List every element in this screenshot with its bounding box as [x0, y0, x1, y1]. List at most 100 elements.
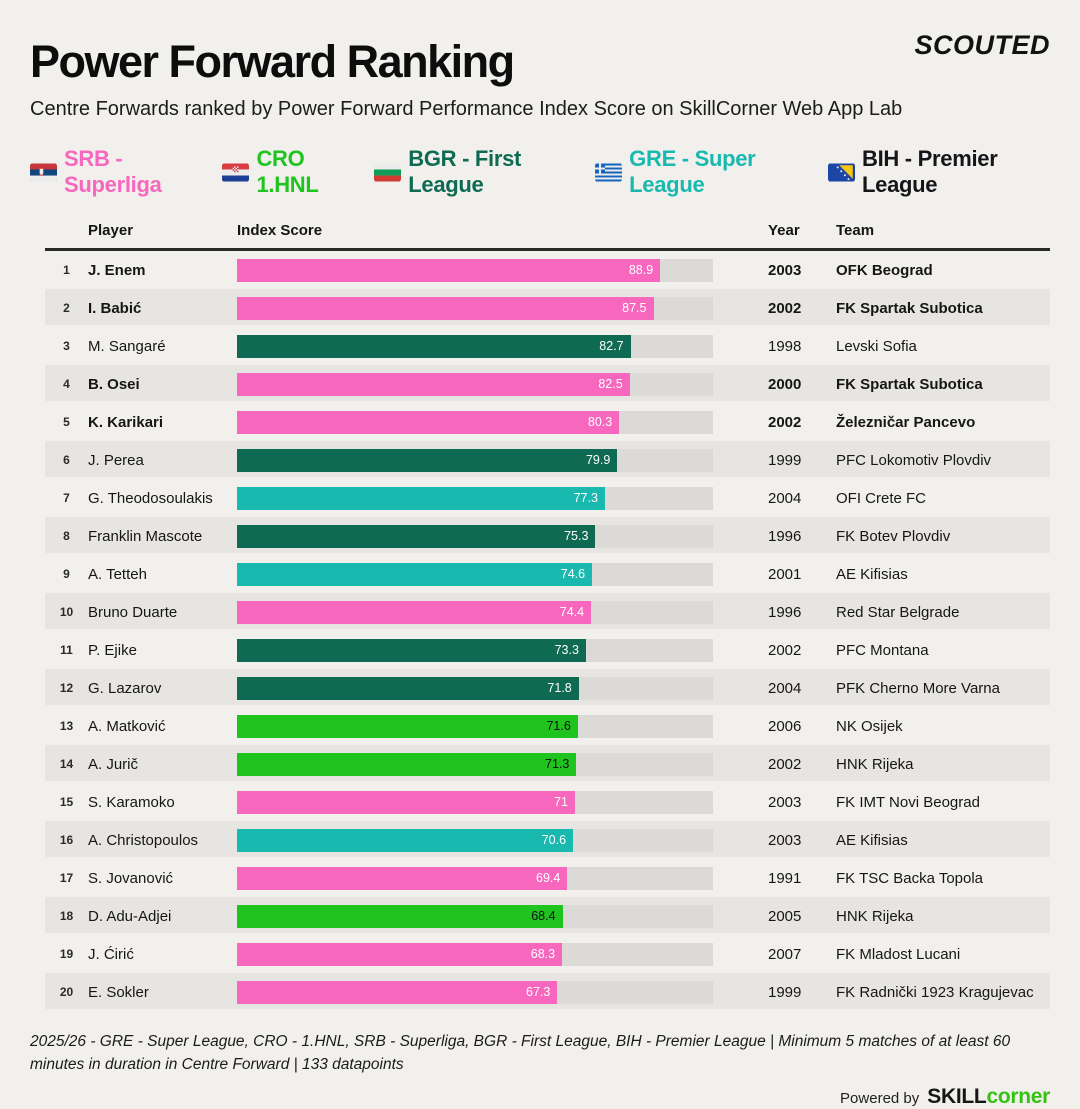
rank: 7: [63, 491, 70, 506]
skillcorner-logo-skill: SKILL: [927, 1085, 987, 1109]
score-value: 87.5: [622, 301, 647, 316]
player-name: J. Enem: [88, 261, 146, 279]
player-name: G. Lazarov: [88, 679, 162, 697]
score-bar-track: 71.3: [237, 752, 713, 776]
page-subtitle: Centre Forwards ranked by Power Forward …: [30, 98, 903, 121]
legend-label: BIH - Premier League: [862, 146, 998, 198]
player-name: S. Karamoko: [88, 793, 175, 811]
player-name: J. Perea: [88, 451, 144, 469]
team: FK Spartak Subotica: [836, 375, 983, 393]
team: FK Spartak Subotica: [836, 299, 983, 317]
rank: 16: [59, 833, 74, 848]
team: FK Radnički 1923 Kragujevac: [836, 983, 1034, 1001]
table-row: 2 I. Babić 87.5 2002 FK Spartak Subotica: [45, 289, 1050, 328]
rank: 10: [59, 605, 74, 620]
team: FK IMT Novi Beograd: [836, 793, 980, 811]
year: 1999: [768, 983, 802, 1001]
year: 2001: [768, 565, 802, 583]
team: Železničar Pancevo: [836, 413, 976, 431]
score-value: 80.3: [587, 415, 613, 430]
year: 2004: [768, 489, 802, 507]
table-header: Player Index Score Year Team: [45, 222, 1050, 252]
score-bar: 77.3: [237, 486, 605, 510]
rank: 5: [63, 415, 70, 430]
score-bar: 71.6: [237, 714, 578, 738]
legend-label: CRO 1.HNL: [256, 146, 319, 198]
score-bar: 88.9: [237, 258, 661, 282]
column-header-index-score: Index Score: [237, 222, 323, 240]
year: 2004: [768, 679, 802, 697]
scouted-logo: SCOUTED: [914, 30, 1050, 60]
legend-label: BGR - First League: [408, 146, 522, 198]
rank: 17: [59, 871, 74, 886]
score-value: 88.9: [628, 263, 654, 278]
rank: 20: [59, 985, 74, 1000]
rank: 11: [60, 643, 73, 658]
table-row: 15 S. Karamoko 71 2003 FK IMT Novi Beogr…: [45, 783, 1050, 821]
score-value: 74.6: [560, 567, 586, 582]
rank: 12: [59, 681, 74, 696]
rank: 2: [63, 301, 70, 316]
table-row: 16 A. Christopoulos 70.6 2003 AE Kifisia…: [45, 821, 1050, 860]
year: 2006: [768, 717, 802, 735]
team: AE Kifisias: [836, 831, 908, 849]
league-legend: SRB - Superliga CRO 1.HNL BGR - First Le…: [30, 146, 1050, 198]
table-row: 12 G. Lazarov 71.8 2004 PFK Cherno More …: [45, 669, 1050, 708]
bulgaria-flag-icon: [374, 163, 402, 182]
score-value: 71.6: [546, 719, 571, 734]
team: HNK Rijeka: [836, 755, 914, 773]
column-header-player: Player: [88, 222, 134, 240]
year: 1996: [768, 603, 802, 621]
score-bar-track: 68.4: [237, 904, 713, 928]
score-value: 79.9: [585, 453, 611, 468]
score-bar-track: 74.4: [237, 600, 713, 624]
rank: 13: [59, 719, 74, 734]
year: 2007: [768, 945, 802, 963]
score-bar: 80.3: [237, 410, 620, 434]
table-row: 19 J. Ćirić 68.3 2007 FK Mladost Lucani: [45, 935, 1050, 973]
player-name: B. Osei: [88, 375, 140, 393]
legend-item: GRE - Super League: [595, 146, 809, 198]
score-bar: 75.3: [237, 524, 596, 548]
score-value: 71: [554, 795, 568, 810]
team: AE Kifisias: [836, 565, 908, 583]
table-row: 3 M. Sangaré 82.7 1998 Levski Sofia: [45, 327, 1050, 365]
rank: 8: [63, 529, 70, 544]
score-bar-track: 73.3: [237, 638, 713, 662]
year: 2003: [768, 793, 802, 811]
score-bar: 71.8: [237, 676, 579, 700]
score-bar: 71: [237, 790, 575, 814]
legend-item: CRO 1.HNL: [222, 146, 355, 198]
score-bar-track: 82.5: [237, 372, 713, 396]
year: 2002: [768, 641, 802, 659]
team: OFI Crete FC: [836, 489, 927, 507]
player-name: A. Tetteh: [88, 565, 147, 583]
team: Levski Sofia: [836, 337, 917, 355]
year: 2002: [768, 413, 802, 431]
player-name: Bruno Duarte: [88, 603, 178, 621]
player-name: G. Theodosoulakis: [88, 489, 213, 507]
legend-item: BIH - Premier League: [828, 146, 1050, 198]
year: 1998: [768, 337, 802, 355]
score-bar-track: 71.6: [237, 714, 713, 738]
score-bar-track: 71.8: [237, 676, 713, 700]
score-value: 69.4: [536, 871, 561, 886]
score-bar: 70.6: [237, 828, 574, 852]
legend-label: SRB - Superliga: [64, 146, 162, 198]
table-row: 5 K. Karikari 80.3 2002 Železničar Pance…: [45, 403, 1050, 441]
table-row: 13 A. Matković 71.6 2006 NK Osijek: [45, 707, 1050, 745]
table-row: 11 P. Ejike 73.3 2002 PFC Montana: [45, 631, 1050, 669]
score-value: 68.4: [531, 909, 556, 924]
team: NK Osijek: [836, 717, 903, 735]
table-row: 4 B. Osei 82.5 2000 FK Spartak Subotica: [45, 365, 1050, 404]
score-bar: 79.9: [237, 448, 618, 472]
score-bar: 71.3: [237, 752, 577, 776]
player-name: E. Sokler: [88, 983, 149, 1001]
score-value: 73.3: [554, 643, 579, 658]
table-row: 6 J. Perea 79.9 1999 PFC Lokomotiv Plovd…: [45, 441, 1050, 480]
legend-item: BGR - First League: [374, 146, 576, 198]
team: PFK Cherno More Varna: [836, 679, 1000, 697]
score-bar-track: 69.4: [237, 866, 713, 890]
column-header-year: Year: [768, 222, 800, 240]
